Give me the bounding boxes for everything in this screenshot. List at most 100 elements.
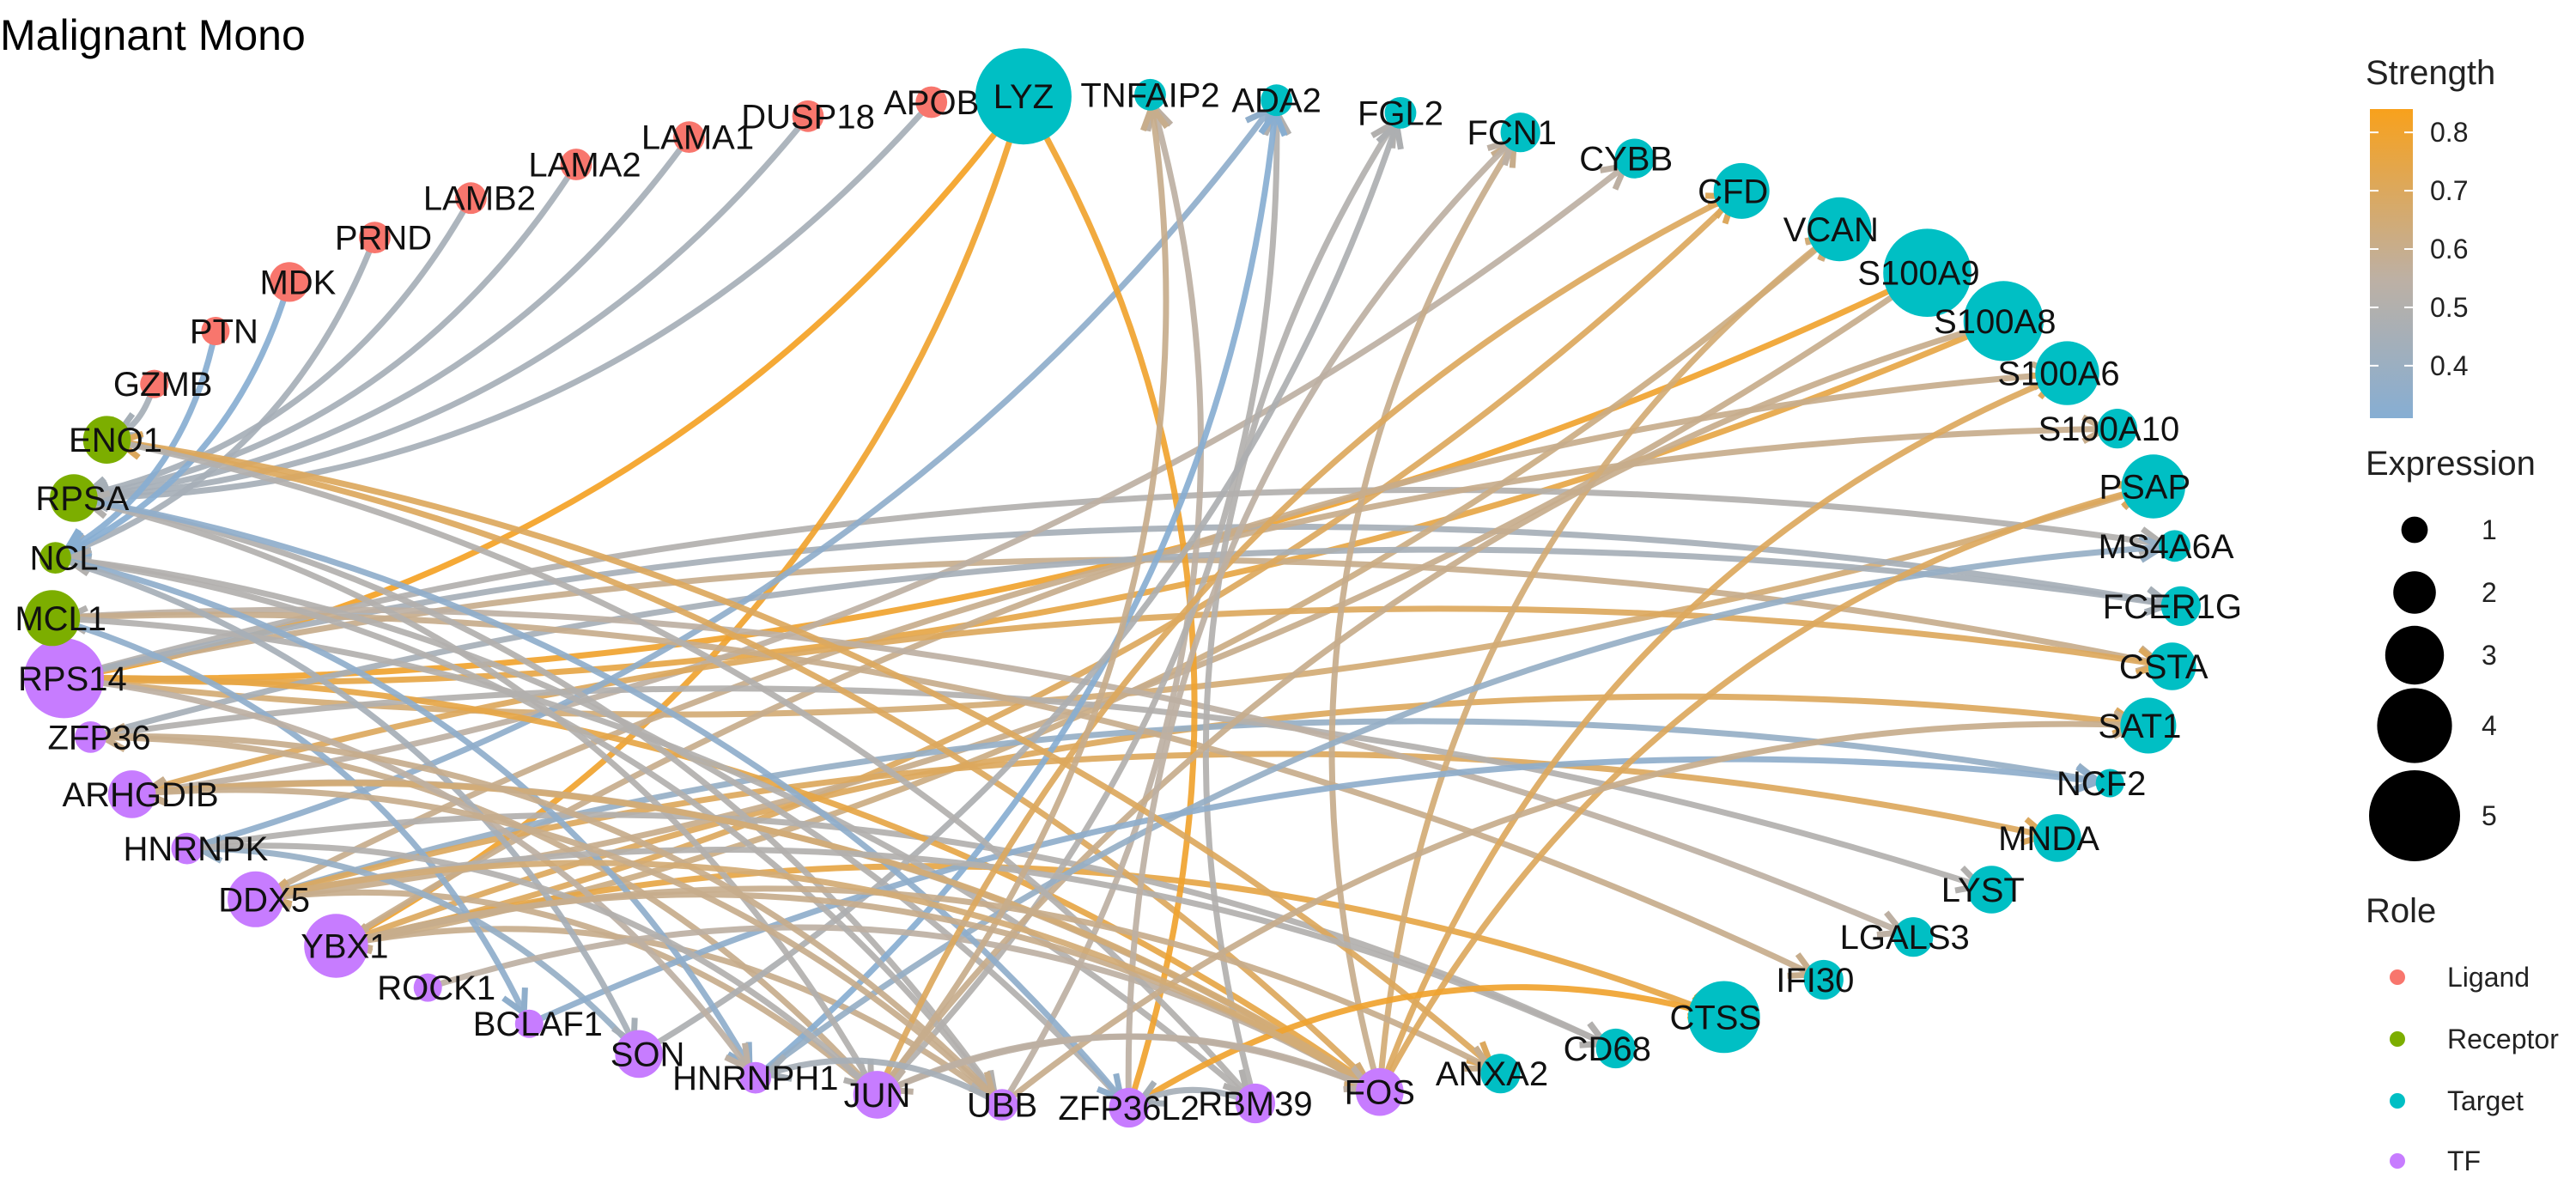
node-s100a10 — [2097, 409, 2137, 449]
edge-line — [66, 234, 378, 556]
edge-line — [1202, 123, 1395, 1107]
expression-legend-dot — [2393, 571, 2436, 614]
role-legend: Role Ligand Receptor Target TF — [2366, 892, 2559, 1176]
edge-line — [129, 780, 1370, 1087]
edge-line — [86, 498, 1005, 1109]
role-legend-dot-ligand — [2390, 969, 2405, 985]
node-label-zfp36l2: ZFP36L2 — [1058, 1090, 1200, 1127]
node-lama2 — [560, 149, 592, 180]
node-label-zfp36: ZFP36 — [47, 719, 150, 757]
edge-line — [86, 134, 692, 500]
strength-tick-label: 0.8 — [2430, 117, 2468, 148]
node-label-lama2: LAMA2 — [528, 147, 641, 185]
expression-legend-dot — [2401, 516, 2428, 544]
diagram-title: Malignant Mono — [0, 11, 306, 59]
node-lamb2 — [455, 182, 487, 215]
node-rock1 — [413, 973, 442, 1002]
node-label-cd68: CD68 — [1564, 1030, 1651, 1068]
edge-line — [49, 615, 526, 1013]
edge-line — [874, 112, 1280, 1098]
edge-line — [65, 328, 219, 553]
node-gzmb — [140, 369, 169, 398]
edge-line — [88, 733, 994, 1097]
node-ubb — [986, 1089, 1018, 1121]
edge-line — [1126, 984, 1712, 1111]
edge-line — [874, 1033, 1369, 1098]
node-cd68 — [1595, 1028, 1636, 1069]
edge-line — [1125, 140, 1513, 1111]
role-legend-dot-receptor — [2390, 1031, 2405, 1047]
strength-legend-title: Strength — [2366, 54, 2495, 92]
node-ybx1 — [304, 914, 368, 978]
node-label-vcan: VCAN — [1783, 211, 1879, 249]
role-legend-label: Receptor — [2447, 1024, 2559, 1054]
edge-line — [64, 616, 1259, 1107]
node-label-lama1: LAMA1 — [641, 119, 754, 157]
node-zfp36 — [75, 721, 106, 753]
node-label-rps14: RPS14 — [18, 660, 127, 698]
edge-line — [52, 555, 996, 1096]
edge-line — [767, 1057, 1005, 1109]
node-label-rock1: ROCK1 — [377, 969, 495, 1007]
node-lgals3 — [1893, 917, 1934, 957]
edge-line — [66, 278, 293, 555]
edge-line — [118, 439, 1383, 1096]
node-s100a6 — [2035, 341, 2099, 405]
node-jun — [853, 1071, 902, 1119]
node-ncf2 — [2095, 769, 2124, 798]
node-label-s100a9: S100A9 — [1857, 255, 1979, 293]
node-lyz — [975, 48, 1072, 145]
node-fcn1 — [1500, 112, 1540, 153]
edge-line — [52, 555, 635, 1043]
node-label-bclaf1: BCLAF1 — [473, 1006, 603, 1043]
node-zfp36l2 — [1109, 1087, 1149, 1128]
node-mcl1 — [24, 590, 81, 647]
expression-legend-label: 5 — [2482, 800, 2497, 831]
node-label-sat1: SAT1 — [2098, 708, 2181, 745]
node-label-cfd: CFD — [1698, 173, 1768, 210]
edge-line — [267, 889, 880, 1098]
expression-legend-dot — [2385, 625, 2445, 685]
node-ncl — [39, 542, 71, 574]
node-label-s100a8: S100A8 — [1934, 303, 2056, 341]
node-label-tnfaip2: TNFAIP2 — [1080, 76, 1219, 114]
edge-line — [70, 495, 873, 1085]
node-label-lgals3: LGALS3 — [1840, 919, 1970, 957]
edge-line — [49, 606, 1903, 934]
node-ifi30 — [1803, 959, 1844, 1000]
role-legend-label: TF — [2447, 1146, 2481, 1176]
node-psap — [2121, 454, 2185, 519]
edge-line — [104, 436, 1492, 1066]
node-label-fos: FOS — [1345, 1074, 1415, 1112]
node-label-ada2: ADA2 — [1231, 82, 1321, 120]
node-label-apob: APOB — [884, 84, 979, 122]
edge-line — [1376, 235, 1831, 1096]
node-label-mdk: MDK — [259, 264, 336, 301]
role-items: Ligand Receptor Target TF — [2390, 962, 2559, 1176]
node-rpsa — [50, 474, 98, 522]
expression-legend-label: 2 — [2482, 577, 2497, 608]
node-label-csta: CSTA — [2119, 648, 2208, 686]
edge-line — [874, 322, 1992, 1098]
expression-legend-label: 3 — [2482, 640, 2497, 671]
node-ada2 — [1261, 84, 1292, 117]
node-ddx5 — [228, 871, 284, 927]
edge-line — [88, 685, 1980, 888]
role-legend-title: Role — [2366, 892, 2436, 930]
edge-line — [86, 99, 935, 501]
node-ctss — [1687, 981, 1760, 1054]
node-fos — [1356, 1067, 1404, 1116]
node-label-dusp18: DUSP18 — [741, 98, 875, 136]
node-rps14 — [23, 638, 104, 719]
edge-line — [49, 611, 1814, 976]
node-label-rbm39: RBM39 — [1198, 1085, 1312, 1123]
node-label-ubb: UBB — [967, 1087, 1037, 1125]
node-label-ncf2: NCF2 — [2057, 765, 2146, 803]
node-fgl2 — [1384, 96, 1417, 129]
edge-line — [267, 860, 1383, 1096]
node-label-eno1: ENO1 — [69, 422, 162, 459]
node-vcan — [1807, 197, 1872, 262]
strength-tick-label: 0.7 — [2430, 175, 2468, 206]
node-s100a8 — [1963, 281, 2044, 362]
